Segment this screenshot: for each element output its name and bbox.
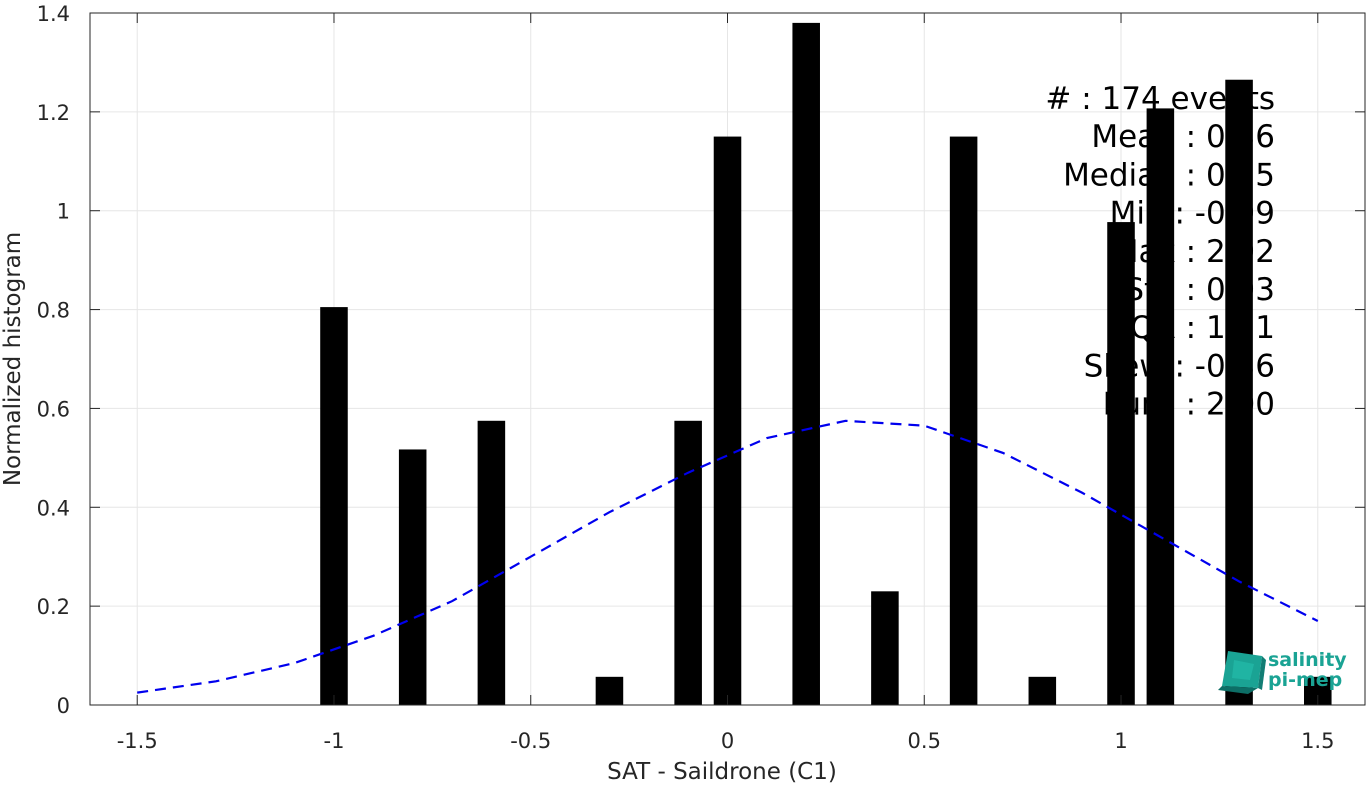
logo-text-pi-mep: pi-mep — [1268, 669, 1342, 691]
histogram-bar — [949, 136, 978, 706]
histogram-bar — [674, 420, 702, 705]
y-tick-label: 1 — [57, 200, 70, 224]
stats-line: Mean : 0.36 — [1091, 119, 1275, 155]
x-tick-label: -1.5 — [117, 729, 158, 753]
stats-line: Min : -0.99 — [1110, 196, 1275, 232]
histogram-bar — [792, 22, 820, 705]
x-axis-ticks: -1.5 -1 -0.5 0 0.5 1 1.5 — [117, 13, 1334, 753]
histogram-bar — [1225, 79, 1253, 705]
stats-line: # : 174 events — [1045, 81, 1275, 117]
y-tick-label: 0.6 — [37, 397, 70, 421]
stats-line: Max : 2.92 — [1112, 234, 1275, 270]
y-tick-label: 1.2 — [37, 101, 70, 125]
histogram-bar — [477, 420, 506, 705]
histogram-bar — [1146, 108, 1175, 705]
y-tick-label: 0 — [57, 694, 70, 718]
stats-line: Median : 0.25 — [1063, 157, 1275, 193]
stats-line: Kurt. : 2.00 — [1103, 387, 1275, 423]
histogram-bar — [595, 676, 624, 705]
y-tick-label: 0.4 — [37, 496, 70, 520]
x-axis-label: SAT - Saildrone (C1) — [607, 759, 837, 785]
histogram-bar — [1107, 222, 1135, 705]
y-tick-label: 1.4 — [37, 2, 70, 26]
y-axis-label: Normalized histogram — [0, 232, 26, 486]
normal-fit-curve — [137, 419, 1319, 694]
stats-line: Std : 0.93 — [1124, 272, 1275, 308]
histogram-bar — [398, 449, 427, 705]
x-tick-label: -1 — [324, 729, 345, 753]
y-axis-ticks: 0 0.2 0.4 0.6 0.8 1 1.2 1.4 — [37, 2, 1365, 718]
salinity-pi-mep-logo: salinity pi-mep — [1218, 649, 1347, 694]
x-tick-label: 1 — [1114, 729, 1127, 753]
stats-line: IQR : 1.11 — [1121, 310, 1275, 346]
stats-line: Skew : -0.36 — [1084, 348, 1275, 384]
y-tick-label: 0.8 — [37, 299, 70, 323]
logo-text-salinity: salinity — [1268, 649, 1347, 671]
histogram-bar — [1028, 676, 1057, 705]
x-tick-label: 1.5 — [1301, 729, 1334, 753]
histogram-bar — [320, 307, 348, 705]
histogram-bar — [871, 591, 899, 705]
x-tick-label: 0.5 — [908, 729, 941, 753]
logo-cube-icon — [1218, 651, 1266, 694]
bars — [320, 22, 1332, 706]
y-tick-label: 0.2 — [37, 595, 70, 619]
x-tick-label: -0.5 — [510, 729, 551, 753]
histogram-bar — [713, 136, 742, 706]
x-tick-label: 0 — [721, 729, 734, 753]
